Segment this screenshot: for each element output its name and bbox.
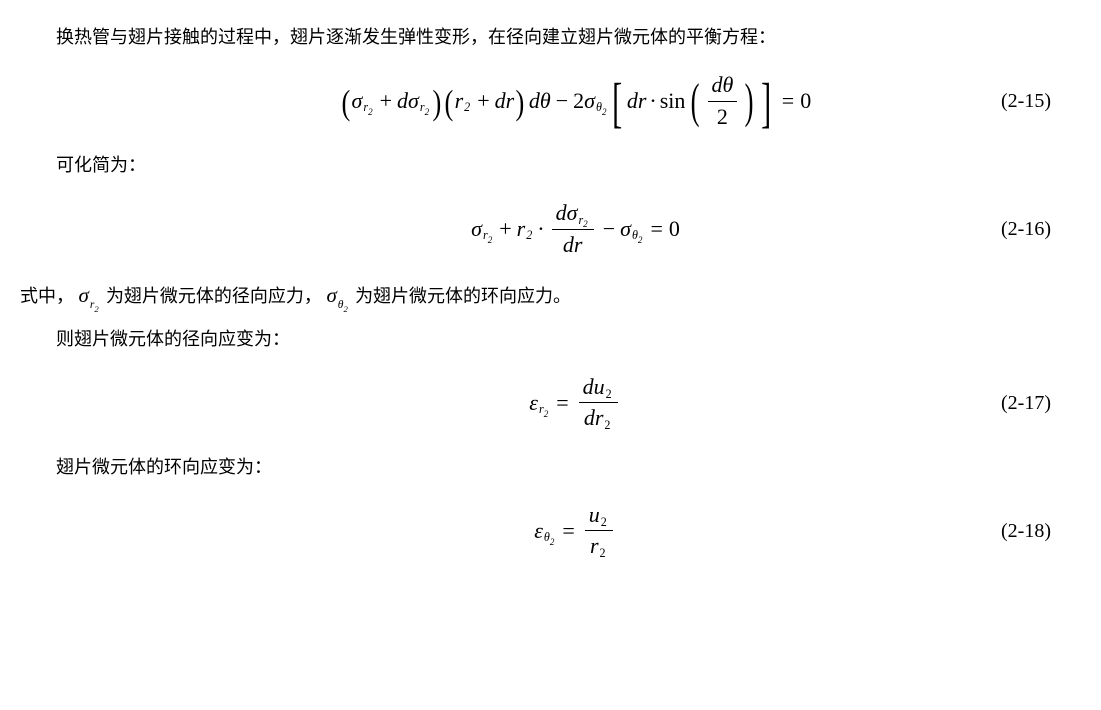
equation-number-2-16: (2-16) <box>951 210 1081 248</box>
equation-2-16: σr2 + r2 · dσr2 dr − σθ2 = 0 <box>471 200 680 258</box>
equation-number-2-17: (2-17) <box>951 384 1081 422</box>
equation-number-2-18: (2-18) <box>951 512 1081 550</box>
paragraph-radial-strain: 则翅片微元体的径向应变为： <box>20 322 1081 356</box>
symbol-sigma-theta2: σθ2 <box>326 283 355 307</box>
equation-2-16-row: σr2 + r2 · dσr2 dr − σθ2 = 0 (2-16) <box>20 200 1081 258</box>
equation-2-18: εθ2 = u2 r2 <box>534 502 617 560</box>
equation-2-15: ( σr2 + dσr2 ) ( r2 + dr ) dθ − 2σθ2 [ d… <box>340 72 811 130</box>
equation-2-17-row: εr2 = du2 dr2 (2-17) <box>20 374 1081 432</box>
paragraph-simplify: 可化简为： <box>20 148 1081 182</box>
paragraph-hoop-strain: 翅片微元体的环向应变为： <box>20 450 1081 484</box>
paragraph-where: 式中， σr2 为翅片微元体的径向应力， σθ2 为翅片微元体的环向应力。 <box>20 276 1081 316</box>
equation-number-2-15: (2-15) <box>951 82 1081 120</box>
paragraph-intro: 换热管与翅片接触的过程中，翅片逐渐发生弹性变形，在径向建立翅片微元体的平衡方程： <box>20 20 1081 54</box>
equation-2-17: εr2 = du2 dr2 <box>529 374 621 432</box>
equation-2-15-row: ( σr2 + dσr2 ) ( r2 + dr ) dθ − 2σθ2 [ d… <box>20 72 1081 130</box>
symbol-sigma-r2: σr2 <box>79 283 106 307</box>
equation-2-18-row: εθ2 = u2 r2 (2-18) <box>20 502 1081 560</box>
